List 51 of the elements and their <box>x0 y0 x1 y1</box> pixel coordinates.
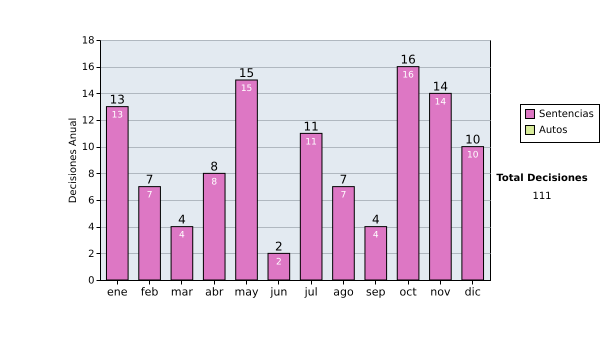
annotation: 8 <box>211 177 218 188</box>
y-tick-label: 4 <box>88 222 94 234</box>
data-label: 2 <box>275 239 283 254</box>
x-tick-label: sep <box>366 286 386 298</box>
data-label: 10 <box>465 132 480 147</box>
x-tick-label: may <box>234 286 260 298</box>
annotation: 15 <box>240 84 252 94</box>
x-tick-label: dic <box>464 286 481 298</box>
y-tick-label: 6 <box>88 196 94 206</box>
x-tick-label: mar <box>170 286 194 298</box>
data-label: 13 <box>110 92 125 107</box>
annotation: 7 <box>340 190 346 201</box>
legend-label: Sentencias <box>539 109 594 120</box>
annotation: 14 <box>434 97 446 108</box>
y-tick-label: 12 <box>82 116 94 126</box>
data-label: 8 <box>210 159 218 174</box>
data-label: 15 <box>238 66 254 80</box>
y-tick-label: 0 <box>88 276 94 286</box>
x-tick-label: nov <box>430 286 451 298</box>
x-tick-label: ago <box>333 286 354 298</box>
data-label: 16 <box>400 52 416 67</box>
y-axis-title: Decisiones Anual <box>68 118 79 204</box>
y-tick-label: 14 <box>82 88 94 100</box>
data-label: 7 <box>146 172 154 187</box>
text: 111 <box>532 191 552 202</box>
x-tick-label: feb <box>140 286 158 298</box>
annotation: 13 <box>112 110 124 121</box>
x-tick-label: jun <box>269 286 288 298</box>
y-tick-label: 8 <box>88 168 94 180</box>
data-label: 7 <box>340 172 348 187</box>
annotation: 7 <box>146 190 152 201</box>
text: Total Decisiones <box>496 173 588 184</box>
data-label: 4 <box>178 212 186 227</box>
annotation: 16 <box>402 70 414 81</box>
annotation: 11 <box>305 137 317 148</box>
y-tick-label: 18 <box>82 36 94 46</box>
x-tick-label: abr <box>205 286 224 298</box>
data-label: 11 <box>304 119 319 134</box>
y-tick-label: 2 <box>88 248 94 260</box>
x-tick-label: ene <box>107 286 128 298</box>
data-label: 4 <box>372 212 380 227</box>
x-tick-label: oct <box>400 286 418 298</box>
data-label: 14 <box>432 79 448 94</box>
x-tick-label: jul <box>304 286 318 298</box>
annotation: 10 <box>466 150 479 161</box>
annotation: 4 <box>372 230 379 241</box>
legend-label: Autos <box>539 125 568 136</box>
annotation: 4 <box>179 230 186 241</box>
y-tick-label: 10 <box>82 142 94 154</box>
y-tick-label: 16 <box>82 62 94 74</box>
annotation: 2 <box>276 257 282 268</box>
